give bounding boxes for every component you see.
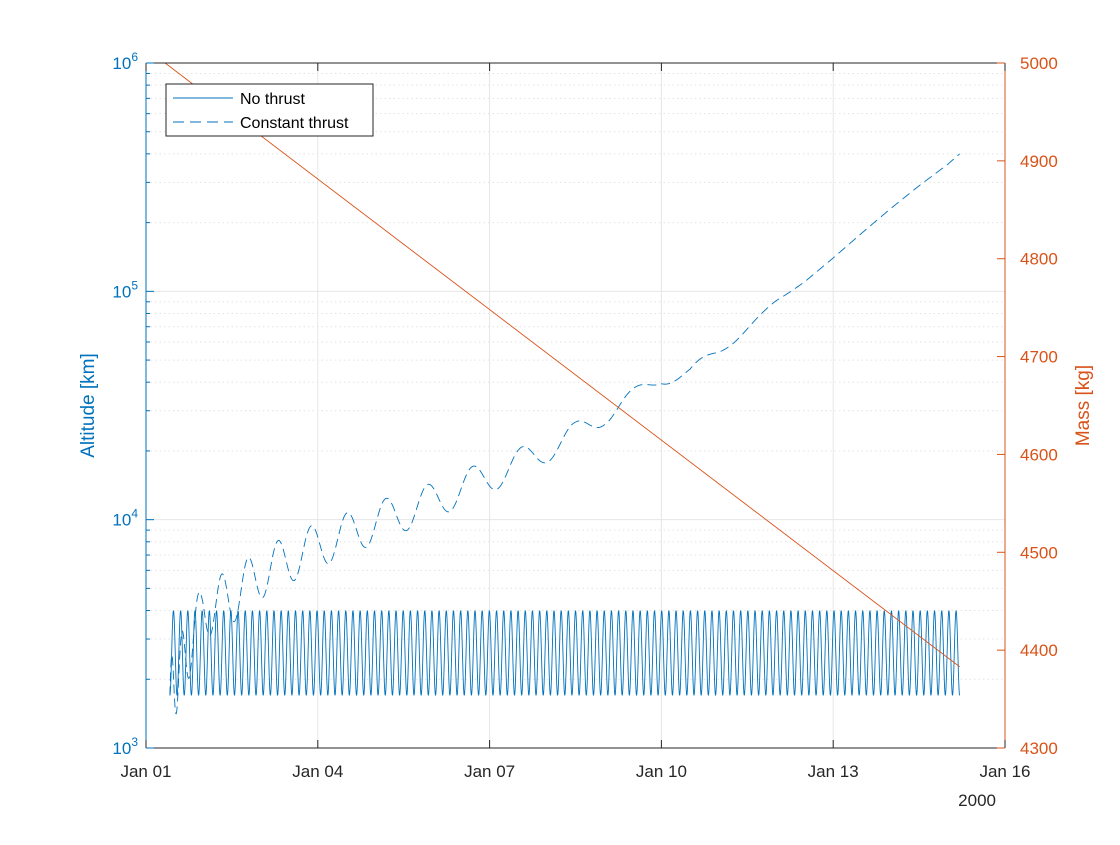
y-left-tick-label: 105 bbox=[112, 278, 138, 301]
x-axis-year-label: 2000 bbox=[958, 791, 996, 810]
minor-grid bbox=[146, 72, 1005, 680]
legend: No thrust Constant thrust bbox=[165, 83, 374, 137]
y-right-tick-label: 4400 bbox=[1020, 641, 1058, 660]
y-right-tick-label: 4300 bbox=[1020, 739, 1058, 758]
series-layer bbox=[164, 62, 961, 715]
x-tick-label: Jan 10 bbox=[636, 762, 687, 781]
y-right-tick-label: 4800 bbox=[1020, 250, 1058, 269]
legend-label-constant-thrust: Constant thrust bbox=[240, 115, 349, 132]
plot-background bbox=[146, 63, 1005, 748]
y-left-tick-label: 104 bbox=[112, 507, 138, 530]
x-tick-label: Jan 04 bbox=[292, 762, 343, 781]
x-tick-label: Jan 01 bbox=[120, 762, 171, 781]
legend-box bbox=[165, 83, 374, 137]
y-right-tick-label: 4700 bbox=[1020, 348, 1058, 367]
y-left-axis-label: Altitude [km] bbox=[78, 353, 99, 458]
series-mass bbox=[164, 62, 960, 668]
x-tick-label: Jan 07 bbox=[464, 762, 515, 781]
y-right-tick-label: 4500 bbox=[1020, 543, 1058, 562]
x-tick-label: Jan 16 bbox=[979, 762, 1030, 781]
x-tick-label: Jan 13 bbox=[808, 762, 859, 781]
y-right-tick-label: 5000 bbox=[1020, 54, 1058, 73]
axes-layer: Jan 01 Jan 04 Jan 07 Jan 10 Jan 13 Jan 16 2000… bbox=[78, 50, 1094, 810]
y-right-tick-label: 4900 bbox=[1020, 152, 1058, 171]
legend-label-no-thrust: No thrust bbox=[240, 91, 305, 108]
y-left-tick-label: 103 bbox=[112, 735, 138, 758]
series-constant-thrust bbox=[169, 153, 960, 715]
series-no-thrust bbox=[169, 610, 961, 696]
y-right-tick-label: 4600 bbox=[1020, 445, 1058, 464]
y-right-axis-label: Mass [kg] bbox=[1073, 365, 1094, 446]
y-left-tick-label: 106 bbox=[112, 50, 138, 73]
